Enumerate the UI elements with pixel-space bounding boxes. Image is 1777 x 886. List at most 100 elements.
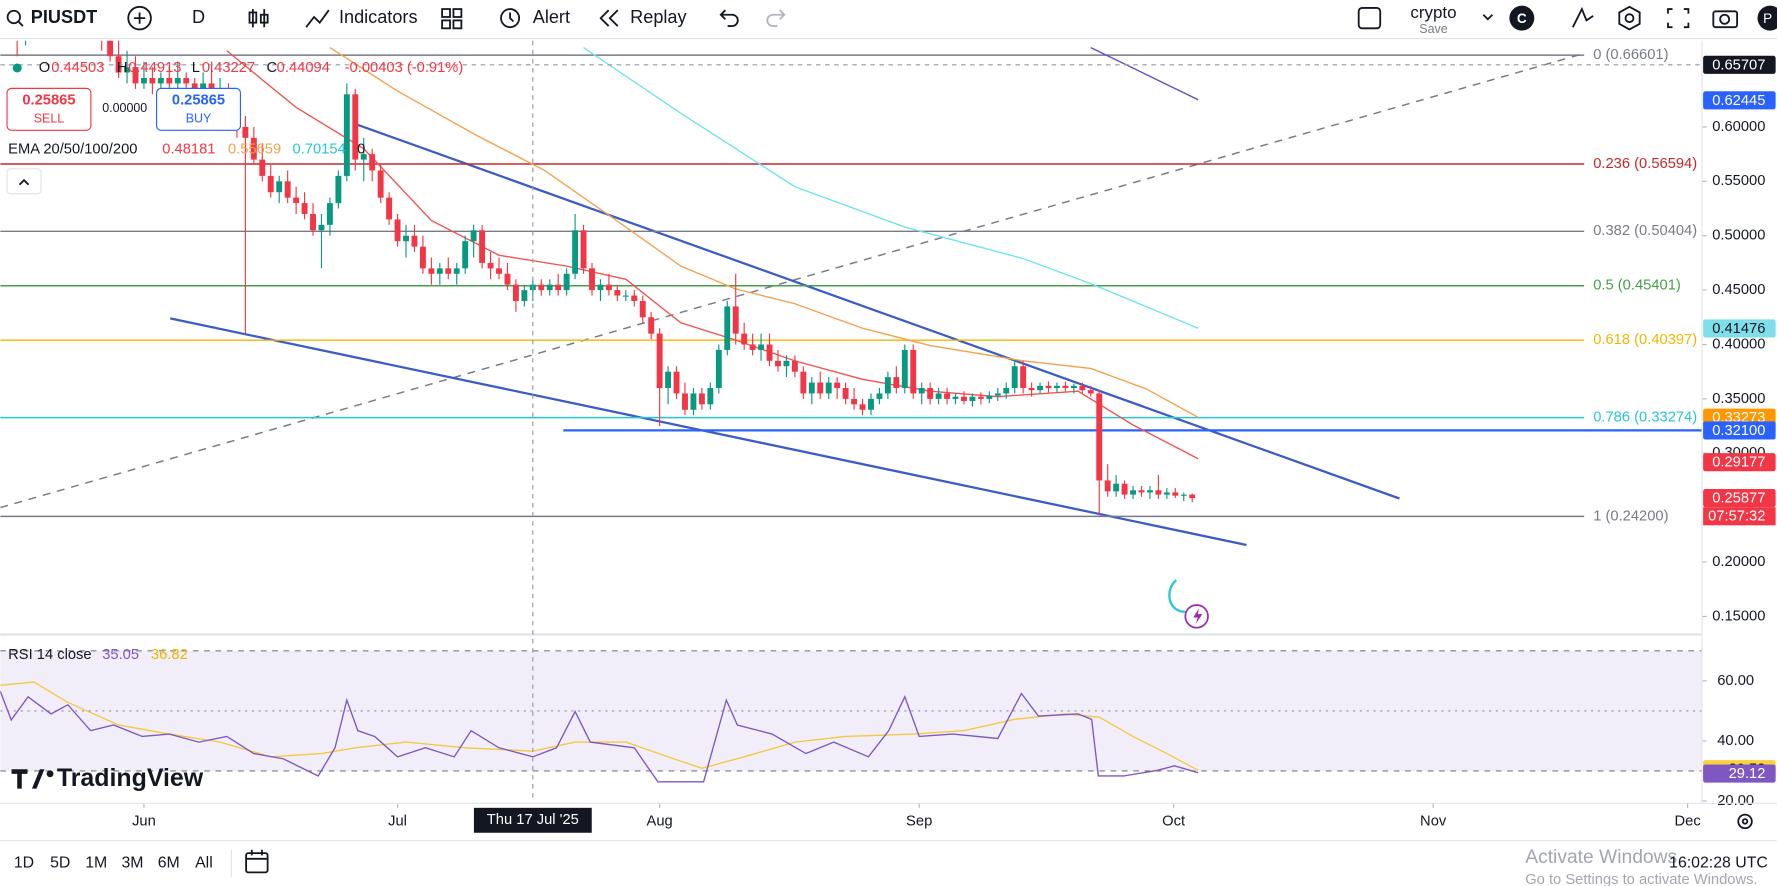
range-button[interactable]: 3M [121,855,143,872]
candle-body [589,268,595,291]
goto-date-icon[interactable] [245,852,269,874]
candle-body [884,377,891,394]
y-tick-label: 0.15000 [1712,608,1765,624]
ema-title: EMA 20/50/100/200 [8,141,137,157]
fib-level-label: 0.618 (0.40397) [1593,332,1697,348]
alert-button[interactable]: Alert [533,7,570,27]
rsi-value: 35.05 [102,647,139,663]
candle-body [834,382,841,389]
range-button[interactable]: 1M [85,855,107,872]
layout-name[interactable]: crypto [1410,3,1456,22]
indicators-button[interactable]: Indicators [339,7,418,27]
ema-value: 0.55659 [228,141,281,157]
settings-icon[interactable] [1618,5,1641,31]
collapse-icon [18,178,30,186]
candle-body [200,83,207,89]
candle-body [665,371,672,389]
candle-body [403,235,409,242]
fullscreen-toggle[interactable] [1357,7,1382,30]
candle-body [521,290,528,301]
candle-body [1189,494,1196,499]
candle-body [124,67,130,73]
fib-level-label: 0.5 (0.45401) [1593,278,1681,294]
search-icon[interactable] [6,9,21,25]
avatar[interactable] [1509,5,1535,31]
quick-search-icon[interactable] [1572,6,1594,28]
ohlc-label: L [192,60,200,76]
candle-body [343,94,350,176]
undo-button[interactable] [719,9,739,27]
candle-body [1079,385,1086,391]
rsi-title: RSI 14 close [8,647,91,663]
candle-body [1028,388,1035,391]
candle-body [791,360,798,372]
buy-button[interactable] [156,87,241,131]
watermark: TradingView [11,764,204,792]
chart-type-icon [259,13,269,24]
candle-body [800,371,807,394]
y-tick-label: 0.35000 [1712,391,1765,407]
candle-body [1172,492,1179,496]
drawing-icon[interactable] [1168,579,1186,613]
candle-body [335,175,342,204]
alert-icon[interactable] [500,8,521,29]
replay-icon[interactable] [599,9,619,27]
candle-body [580,230,587,269]
change-value: -0.00403 (-0.91%) [345,60,464,76]
y-tick-label: 0.40000 [1712,336,1765,352]
sell-button[interactable] [6,87,92,131]
candle-body [267,175,274,193]
range-button[interactable]: 5D [50,855,70,872]
range-button[interactable]: 1D [14,855,34,872]
ohlc-label: O [39,60,50,76]
candle-body [901,349,908,389]
candle-body [868,398,874,410]
x-tick-label: Oct [1162,813,1185,829]
range-button[interactable]: All [195,855,213,872]
replay-button[interactable]: Replay [630,7,687,27]
status-dot [12,63,22,73]
profile-avatar[interactable] [1757,5,1777,31]
candle-body [656,333,663,389]
candle-body [910,349,917,394]
candle-body [1003,388,1010,394]
fib-level-label: 0 (0.66601) [1593,47,1668,63]
candle-body [859,404,866,410]
indicators-icon[interactable] [305,9,330,28]
compare-button[interactable] [127,5,152,31]
axis-settings [1741,818,1749,825]
candle-body [555,284,562,291]
candle-body [157,77,164,84]
symbol[interactable]: PIUSDT [31,7,97,27]
redo-button[interactable] [766,9,786,27]
spread: 0.00000 [102,101,147,115]
watermark-logo [11,769,45,789]
sell-label: SELL [34,111,65,125]
candle-body [453,268,460,274]
candle-body [631,295,638,301]
candle-body [107,40,114,57]
x-tick-label: Jun [132,813,156,829]
candle-body [546,284,553,291]
candle-body [369,154,376,171]
candle-body [944,393,951,399]
layouts-icon[interactable] [441,8,451,18]
candle-body [504,273,511,285]
interval[interactable]: D [192,7,205,27]
candle-body [563,273,570,291]
fullscreen-icon[interactable] [1667,8,1690,29]
layout-menu[interactable] [1482,14,1494,21]
fib-level-label: 0.382 (0.50404) [1593,223,1697,239]
candle-body [1045,385,1052,389]
save-label[interactable]: Save [1419,22,1447,36]
candle-body [1130,490,1136,495]
layouts-icon [452,8,463,18]
axis-settings[interactable] [1737,813,1753,830]
range-button[interactable]: 6M [158,855,180,872]
candle-body [724,306,731,350]
candle-body [597,284,604,291]
fib-trend-line [0,53,1581,509]
snapshot-icon[interactable] [1712,10,1739,29]
